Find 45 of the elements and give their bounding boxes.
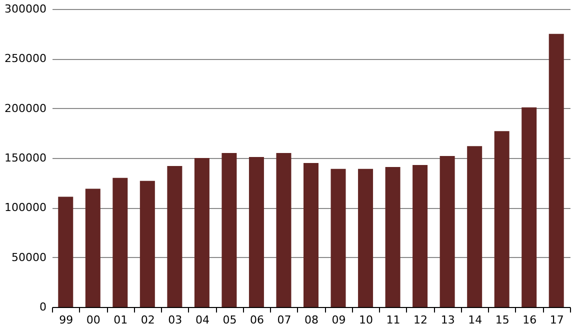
x-tick-label: 02: [140, 314, 155, 326]
bar: [222, 153, 237, 307]
y-tick-label: 50000: [12, 250, 46, 264]
bar: [58, 196, 74, 307]
bar: [167, 166, 182, 307]
y-tick-label: 0: [40, 300, 46, 314]
x-tick-label: 01: [114, 314, 128, 326]
bar: [85, 188, 100, 307]
bar: [276, 153, 292, 307]
bar: [412, 164, 428, 307]
x-tick-label: 03: [168, 314, 182, 326]
x-tick-label: 14: [468, 314, 482, 326]
bar: [467, 146, 482, 307]
x-tick-label: 09: [332, 314, 346, 326]
x-tick-label: 10: [359, 314, 374, 326]
x-tick-label: 06: [250, 314, 264, 326]
x-tick-label: 05: [222, 314, 237, 326]
bar: [140, 180, 155, 307]
bar: [330, 168, 346, 307]
x-tick-label: 08: [304, 314, 318, 326]
bar: [385, 166, 400, 307]
y-tick-label: 100000: [4, 201, 46, 214]
bar: [304, 162, 318, 307]
bar: [112, 178, 128, 307]
bar: [494, 131, 510, 307]
x-tick-label: 00: [86, 314, 100, 326]
x-tick-label: 13: [440, 314, 455, 326]
y-tick-label: 200000: [4, 102, 46, 115]
x-tick-label: 99: [59, 314, 74, 326]
y-tick-label: 150000: [4, 152, 46, 164]
x-tick-label: 16: [522, 314, 537, 326]
bar: [358, 168, 374, 307]
y-tick-label: 250000: [4, 52, 46, 66]
bar: [248, 157, 264, 307]
bar: [548, 34, 564, 307]
y-tick-label: 300000: [4, 2, 46, 16]
bar: [522, 107, 537, 307]
x-tick-label: 07: [277, 314, 292, 326]
x-tick-label: 12: [414, 314, 428, 326]
x-tick-label: 11: [386, 314, 400, 326]
bar: [194, 158, 210, 307]
x-tick-label: 17: [550, 314, 564, 326]
x-tick-label: 15: [495, 314, 510, 326]
bar: [440, 156, 455, 307]
x-tick-label: 04: [195, 314, 210, 326]
